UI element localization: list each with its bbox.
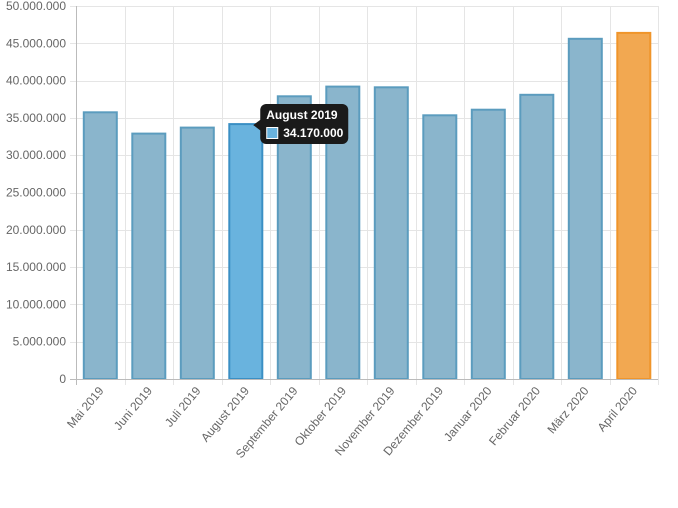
y-tick-label: 10.000.000 [6,297,66,311]
y-tick-label: 15.000.000 [6,260,66,274]
x-tick-label: Januar 2020 [441,384,495,444]
tooltip-title: August 2019 [266,108,338,122]
x-tick-label: Juni 2019 [111,384,155,433]
x-tick-label: Februar 2020 [486,384,543,448]
y-tick-label: 50.000.000 [6,0,66,13]
x-tick-label: Juli 2019 [162,384,204,430]
x-tick-label: April 2020 [595,384,641,435]
bar[interactable] [82,111,118,381]
tooltip-box [260,104,349,144]
bar[interactable] [422,114,458,381]
bar[interactable] [519,93,555,381]
bar[interactable] [616,31,652,381]
y-tick-label: 30.000.000 [6,148,66,162]
y-tick-label: 5.000.000 [13,335,67,349]
chart-tooltip: August 2019 34.170.000 [253,104,349,144]
bar[interactable] [179,126,215,380]
tooltip-caret [253,119,262,132]
y-axis-tick-labels: 0 5.000.000 10.000.000 15.000.000 20.000.000… [6,0,66,386]
x-tick-label: Mai 2019 [64,384,107,431]
bar[interactable] [567,37,603,381]
y-tick-label: 35.000.000 [6,111,66,125]
x-tick-label: März 2020 [544,384,591,437]
x-tick-label: August 2019 [198,384,252,445]
y-tick-label: 25.000.000 [6,186,66,200]
y-tick-label: 45.000.000 [6,36,66,50]
axis-layer [70,6,658,385]
y-tick-label: 20.000.000 [6,223,66,237]
bar[interactable] [373,86,409,381]
bar[interactable] [228,123,264,380]
tooltip-color-swatch-fill [267,128,278,138]
bar[interactable] [131,132,167,380]
tooltip-value: 34.170.000 [283,126,343,140]
y-tick-label: 40.000.000 [6,74,66,88]
bar[interactable] [470,108,506,380]
y-tick-label: 0 [59,372,66,386]
